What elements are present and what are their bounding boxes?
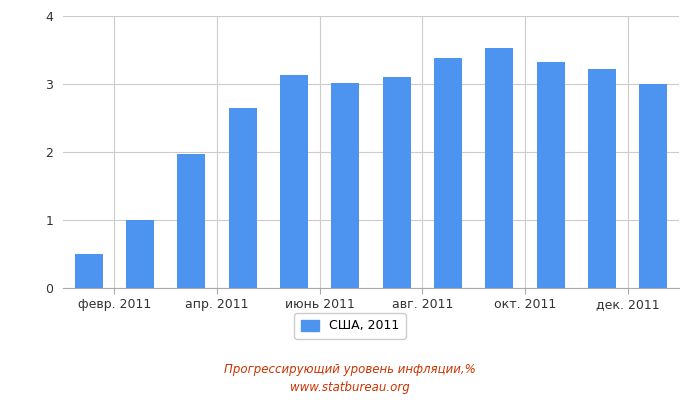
Legend: США, 2011: США, 2011 [294, 313, 406, 339]
Text: Прогрессирующий уровень инфляции,%: Прогрессирующий уровень инфляции,% [224, 364, 476, 376]
Bar [331, 83, 360, 288]
Bar [177, 154, 206, 288]
Bar [434, 58, 462, 288]
Bar [639, 84, 667, 288]
Bar [382, 77, 411, 288]
Text: www.statbureau.org: www.statbureau.org [290, 382, 410, 394]
Bar [536, 62, 565, 288]
Bar [485, 48, 513, 288]
Bar [280, 75, 308, 288]
Bar [588, 69, 616, 288]
Bar [228, 108, 257, 288]
Bar [74, 254, 103, 288]
Bar [126, 220, 154, 288]
